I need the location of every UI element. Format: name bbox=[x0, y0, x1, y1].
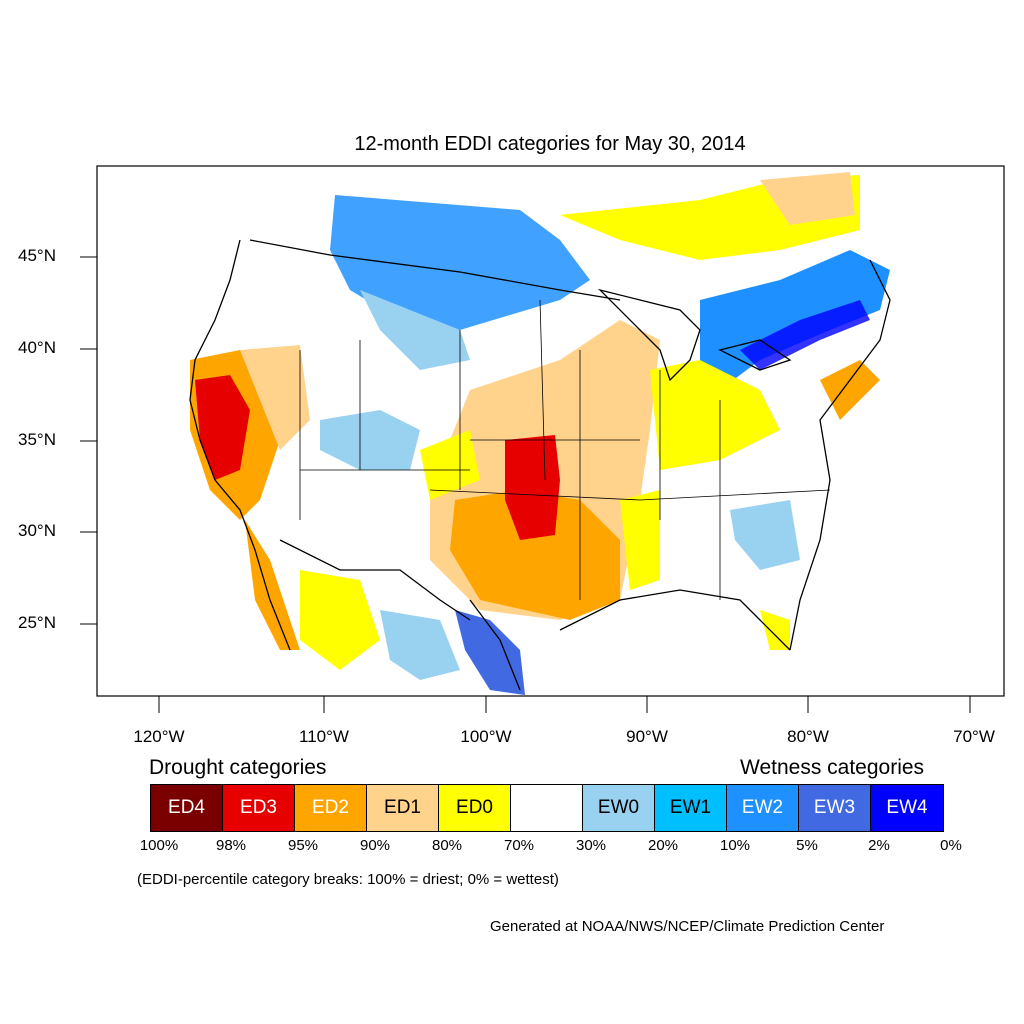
wet-region-north-light bbox=[360, 290, 470, 370]
category-note: (EDDI-percentile category breaks: 100% =… bbox=[137, 871, 559, 888]
lon-label-110w: 110°W bbox=[299, 727, 349, 746]
lon-label-90w: 90°W bbox=[626, 727, 668, 746]
lon-label-120w: 120°W bbox=[133, 727, 185, 746]
break-label-5: 5% bbox=[796, 837, 818, 854]
lat-label-25: 25°N bbox=[18, 613, 56, 632]
wet-region-northeast-dark bbox=[740, 300, 870, 370]
east-coastline bbox=[789, 259, 891, 651]
break-label-100: 100% bbox=[139, 837, 179, 854]
break-label-95: 95% bbox=[287, 837, 319, 854]
break-label-80: 80% bbox=[431, 837, 463, 854]
legend-colorbar: ED4 ED3 ED2 ED1 ED0 EW0 EW1 EW2 EW3 EW4 bbox=[150, 784, 944, 832]
lon-label-80w: 80°W bbox=[787, 727, 829, 746]
wet-region-central-west bbox=[320, 410, 420, 470]
break-label-30: 30% bbox=[575, 837, 607, 854]
state-lines bbox=[299, 299, 831, 600]
dry-region-lower-mississippi-ed0 bbox=[620, 490, 660, 590]
legend-box-ed4: ED4 bbox=[151, 785, 223, 831]
wet-region-southwest bbox=[380, 610, 460, 680]
lat-label-35: 35°N bbox=[18, 430, 56, 449]
legend-box-neutral bbox=[511, 785, 583, 831]
dry-region-westcoast-ed3 bbox=[195, 375, 250, 480]
lat-label-40: 40°N bbox=[18, 338, 56, 357]
lon-label-100w: 100°W bbox=[460, 727, 512, 746]
legend-box-ed1: ED1 bbox=[367, 785, 439, 831]
legend-box-ew4: EW4 bbox=[871, 785, 943, 831]
map-title: 12-month EDDI categories for May 30, 201… bbox=[354, 133, 746, 155]
wetness-heading: Wetness categories bbox=[740, 756, 925, 779]
eddi-map bbox=[80, 165, 1005, 713]
dry-region-midwest-ed0 bbox=[650, 360, 780, 470]
lat-ticks bbox=[80, 256, 97, 625]
great-lakes bbox=[597, 288, 792, 382]
lat-label-45: 45°N bbox=[18, 246, 56, 265]
break-label-90: 90% bbox=[359, 837, 391, 854]
break-label-10: 10% bbox=[719, 837, 751, 854]
wet-region-north bbox=[330, 195, 590, 330]
lon-ticks bbox=[158, 696, 971, 713]
legend-box-ew0: EW0 bbox=[583, 785, 655, 831]
drought-heading: Drought categories bbox=[149, 756, 327, 779]
dry-region-florida-ed0 bbox=[760, 610, 790, 650]
lat-label-30: 30°N bbox=[18, 521, 56, 540]
break-label-2: 2% bbox=[868, 837, 890, 854]
dry-region-mexico-ed0 bbox=[300, 570, 380, 670]
country-border-north bbox=[249, 239, 621, 301]
dry-region-baja-ed2 bbox=[245, 520, 300, 650]
wet-region-texas-coast bbox=[455, 610, 525, 695]
legend-box-ed0: ED0 bbox=[439, 785, 511, 831]
break-label-20: 20% bbox=[647, 837, 679, 854]
dry-region-plains-ed2 bbox=[450, 490, 620, 620]
map-frame bbox=[96, 165, 1005, 697]
legend-box-ew3: EW3 bbox=[799, 785, 871, 831]
dry-region-oklahoma-ed3 bbox=[505, 435, 560, 540]
wet-region-southeast bbox=[730, 500, 800, 570]
dry-region-nevada-ed1 bbox=[240, 345, 310, 450]
legend-box-ew2: EW2 bbox=[727, 785, 799, 831]
mexico-border bbox=[279, 539, 471, 621]
credit-line: Generated at NOAA/NWS/NCEP/Climate Predi… bbox=[490, 918, 885, 935]
dry-region-east-coast-ed1 bbox=[820, 360, 880, 420]
legend-box-ew1: EW1 bbox=[655, 785, 727, 831]
lon-label-70w: 70°W bbox=[953, 727, 995, 746]
dry-region-plains-ed0 bbox=[420, 430, 480, 500]
break-label-70: 70% bbox=[503, 837, 535, 854]
break-label-98: 98% bbox=[215, 837, 247, 854]
dry-region-canada-ed1 bbox=[760, 172, 855, 225]
legend-box-ed2: ED2 bbox=[295, 785, 367, 831]
break-label-0: 0% bbox=[940, 837, 962, 854]
gulf-coastline bbox=[469, 589, 791, 691]
legend-box-ed3: ED3 bbox=[223, 785, 295, 831]
west-coastline bbox=[189, 239, 291, 651]
